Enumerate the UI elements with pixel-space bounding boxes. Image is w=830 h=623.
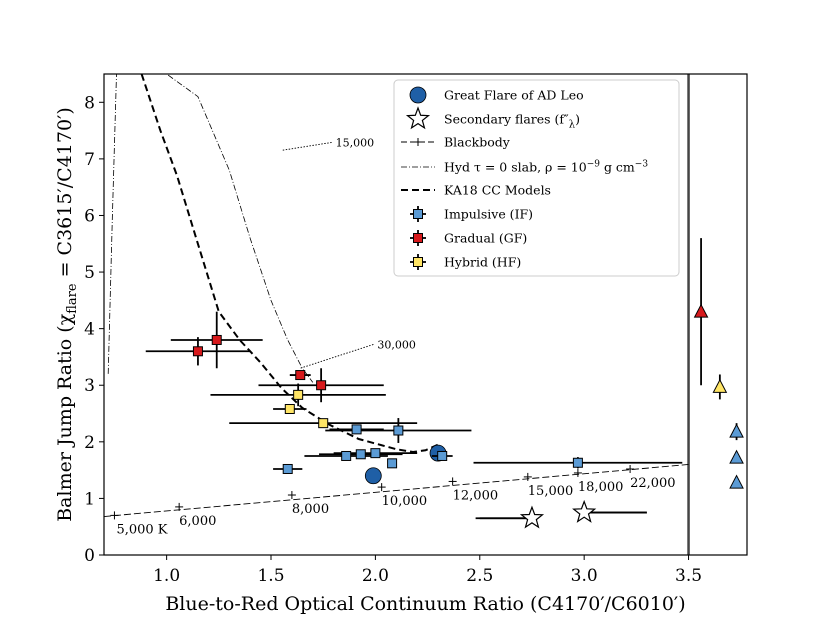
series-0-point-4 bbox=[387, 458, 398, 469]
legend-entry-0-label: Great Flare of AD Leo bbox=[444, 88, 584, 103]
legend-entry-1-label: Secondary flares (f″λ) bbox=[444, 112, 580, 131]
legend-entry-6-marker bbox=[413, 233, 423, 243]
legend-entry-7-label-main: Hybrid (HF) bbox=[444, 255, 521, 270]
y-tick-label-8: 8 bbox=[84, 93, 95, 113]
slab-annotation-label-1: 30,000 bbox=[377, 338, 416, 351]
blackbody-label-4: 12,000 bbox=[453, 488, 499, 503]
series-1-point-0 bbox=[192, 346, 203, 357]
blackbody-label-5: 15,000 bbox=[528, 484, 574, 499]
y-tick-label-1: 1 bbox=[84, 489, 95, 509]
x-tick-label-0: 1.0 bbox=[153, 566, 180, 586]
legend-entry-1-label-rest: ) bbox=[575, 112, 580, 127]
series-2-point-2 bbox=[318, 418, 329, 429]
slab-annotation-leader-1 bbox=[300, 344, 374, 369]
blackbody-line bbox=[104, 464, 689, 517]
series-0-point-7 bbox=[437, 450, 448, 461]
plot-frame bbox=[103, 73, 748, 556]
series-1-point-2 bbox=[295, 370, 306, 381]
y-tick-label-4: 4 bbox=[84, 320, 95, 340]
y-tick-label-3: 3 bbox=[84, 376, 95, 396]
legend-entry-4-label: KA18 CC Models bbox=[444, 183, 551, 198]
series-2-point-0 bbox=[293, 389, 304, 400]
series-0-point-6 bbox=[393, 425, 404, 436]
legend-entry-1-marker bbox=[405, 106, 431, 130]
y-tick-label-5: 5 bbox=[84, 263, 95, 283]
legend-entry-7-marker bbox=[413, 257, 423, 267]
legend-entry-1-label-main: Secondary flares (f″ bbox=[444, 112, 569, 127]
legend-entry-3-label-sup: −9 bbox=[587, 160, 601, 170]
series-1-point-3 bbox=[316, 380, 327, 391]
reference-curves-layer bbox=[104, 74, 690, 555]
blackbody-label-7: 22,000 bbox=[630, 476, 676, 491]
series-0-point-8 bbox=[572, 457, 583, 468]
legend-entry-7-label: Hybrid (HF) bbox=[444, 255, 521, 270]
legend-entry-2-label: Blackbody bbox=[444, 135, 511, 150]
data-points-layer bbox=[145, 238, 744, 529]
triangle-point-0 bbox=[693, 303, 709, 318]
blackbody-label-3: 10,000 bbox=[382, 494, 428, 509]
y-axis-label-subscript: flare bbox=[65, 283, 80, 314]
blackbody-label-2: 8,000 bbox=[292, 502, 329, 517]
series-2-point-1 bbox=[284, 404, 295, 415]
y-tick-label-2: 2 bbox=[84, 433, 95, 453]
axis-ticks-layer: 1.0 1.5 2.0 2.5 3.0 3.5 0 1 2 3 4 5 6 7 8 bbox=[84, 93, 702, 586]
legend-entry-5-label-main: Impulsive (IF) bbox=[444, 207, 533, 222]
legend-entries: Great Flare of AD Leo Secondary flares (f… bbox=[401, 86, 648, 270]
x-tick-label-5: 3.5 bbox=[675, 566, 702, 586]
secondary-flare-1 bbox=[572, 499, 597, 523]
y-axis-label: Balmer Jump Ratio (χflare = C3615′/C4170… bbox=[54, 107, 80, 522]
series-0-point-5 bbox=[351, 424, 362, 435]
y-axis-label-suffix: = C3615′/C4170′) bbox=[54, 107, 76, 283]
x-tick-label-2: 2.0 bbox=[362, 566, 389, 586]
y-tick-label-6: 6 bbox=[84, 206, 95, 226]
annotation-layer: 5,000 K 6,000 8,000 10,000 12,000 15,000 18,00… bbox=[116, 136, 675, 537]
legend-entry-5-marker bbox=[413, 209, 423, 219]
legend-entry-2-label-main: Blackbody bbox=[444, 135, 511, 150]
adleo-point-0 bbox=[364, 467, 382, 485]
series-0-point-2 bbox=[355, 449, 366, 460]
secondary-flare-0 bbox=[519, 505, 545, 529]
legend-entry-6-label-main: Gradual (GF) bbox=[444, 231, 527, 246]
legend-entry-6-label: Gradual (GF) bbox=[444, 231, 527, 246]
y-tick-label-7: 7 bbox=[84, 150, 95, 170]
x-tick-label-1: 1.5 bbox=[257, 566, 284, 586]
legend-entry-0-label-main: Great Flare of AD Leo bbox=[444, 88, 584, 103]
legend-entry-1-label-sub: λ bbox=[569, 120, 576, 131]
slab-annotation-leader-0 bbox=[281, 141, 332, 151]
legend-entry-4-label-main: KA18 CC Models bbox=[444, 183, 551, 198]
legend-entry-0-marker bbox=[409, 86, 427, 104]
series-0-point-0 bbox=[282, 463, 293, 474]
triangle-point-4 bbox=[729, 474, 744, 489]
slab-annotation-label-0: 15,000 bbox=[336, 136, 375, 149]
y-axis-label-prefix: Balmer Jump Ratio (χ bbox=[54, 313, 76, 521]
legend-entry-3-label-mid: g cm bbox=[600, 160, 635, 175]
legend-entry-3-label: Hyd τ = 0 slab, ρ = 10−9 g cm−3 bbox=[444, 160, 648, 175]
legend-box bbox=[393, 79, 680, 277]
blackbody-label-6: 18,000 bbox=[578, 480, 624, 495]
blackbody-label-0: 5,000 K bbox=[116, 522, 167, 537]
legend-entry-3-label-sup2: −3 bbox=[635, 160, 649, 170]
blackbody-label-1: 6,000 bbox=[179, 514, 216, 529]
x-tick-label-4: 3.0 bbox=[571, 566, 598, 586]
legend: Great Flare of AD Leo Secondary flares (f… bbox=[393, 79, 680, 277]
y-tick-label-0: 0 bbox=[84, 546, 95, 566]
series-0-point-3 bbox=[370, 448, 381, 459]
triangle-point-3 bbox=[729, 449, 744, 464]
x-tick-label-3: 2.5 bbox=[466, 566, 493, 586]
x-axis-label: Blue-to-Red Optical Continuum Ratio (C41… bbox=[165, 593, 685, 615]
series-1-point-1 bbox=[211, 334, 222, 345]
triangle-point-1 bbox=[712, 378, 728, 393]
legend-entry-5-label: Impulsive (IF) bbox=[444, 207, 533, 222]
series-0-point-1 bbox=[341, 450, 352, 461]
legend-entry-3-label-main: Hyd τ = 0 slab, ρ = 10 bbox=[444, 160, 587, 175]
triangle-point-2 bbox=[729, 423, 744, 438]
